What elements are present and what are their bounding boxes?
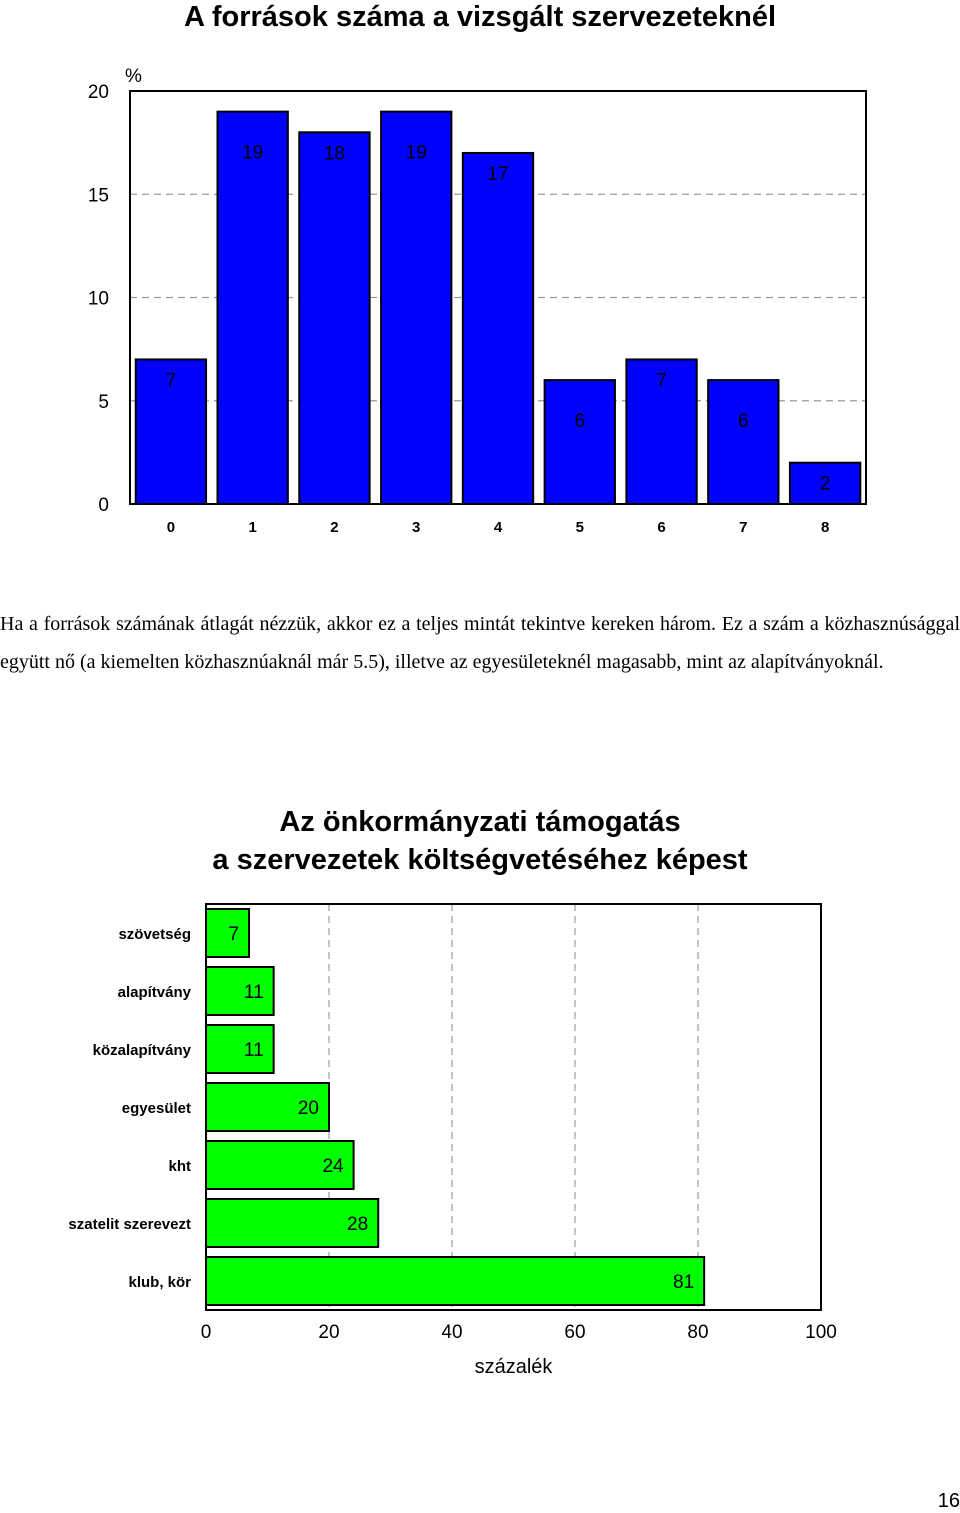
chart2-bar xyxy=(205,1256,706,1306)
chart2-x-tick-labels: 0 20 40 60 80 100 xyxy=(201,1322,837,1343)
chart1-x-tick: 3 xyxy=(412,519,420,536)
chart1-x-tick: 5 xyxy=(576,519,584,536)
body-paragraph: Ha a források számának átlagát nézzük, a… xyxy=(0,613,960,673)
chart1-plot-frame xyxy=(129,90,867,505)
chart2-title: Az önkormányzati támogatás a szervezetek… xyxy=(0,803,960,879)
chart1-x-tick: 7 xyxy=(739,519,747,536)
chart1-x-tick: 0 xyxy=(167,519,175,536)
chart2-data-label: 20 xyxy=(298,1098,319,1119)
chart1-bars xyxy=(134,110,862,506)
chart1-data-label: 17 xyxy=(487,164,508,185)
chart1-data-label: 19 xyxy=(406,143,427,164)
chart1-data-label: 18 xyxy=(324,143,345,164)
chart1-y-tick: 15 xyxy=(88,185,109,206)
chart1-y-tick: 5 xyxy=(98,392,109,413)
chart2-category-label: klub, kör xyxy=(128,1274,191,1291)
chart2-bars xyxy=(205,908,706,1306)
chart2-x-tick: 100 xyxy=(805,1322,837,1343)
chart1-x-tick: 8 xyxy=(821,519,829,536)
chart1-bar xyxy=(216,110,289,506)
chart1-x-tick: 4 xyxy=(494,519,503,536)
chart1-title: A források száma a vizsgált szervezetekn… xyxy=(183,1,777,33)
chart2-data-label: 11 xyxy=(244,1040,264,1061)
chart1-bar xyxy=(788,461,862,506)
chart2-bar xyxy=(205,1140,355,1190)
chart2-title-line2: a szervezetek költségvetéséhez képest xyxy=(212,844,748,876)
chart2-data-label: 81 xyxy=(673,1272,694,1293)
chart1-bar xyxy=(134,358,208,506)
chart1-data-label: 6 xyxy=(574,411,585,432)
chart1-x-tick-labels: 0 1 2 3 4 5 6 7 8 xyxy=(167,519,830,536)
chart1-bar xyxy=(461,151,535,505)
chart2-data-label: 11 xyxy=(244,982,264,1003)
chart1-y-axis-label: % xyxy=(125,66,142,87)
chart2-category-label: kht xyxy=(169,1158,192,1175)
chart1-data-labels: 7 19 18 19 17 6 7 6 2 xyxy=(166,143,831,495)
chart1-plot: 7 19 18 19 17 6 7 6 2 0 5 10 15 20 0 1 2 3 4 5 6 7 8 % xyxy=(88,66,867,536)
chart2-bar xyxy=(205,1198,380,1248)
chart2-bar xyxy=(205,966,275,1016)
chart2-x-tick: 60 xyxy=(564,1322,585,1343)
chart2-data-label: 28 xyxy=(347,1214,368,1235)
page-number: 16 xyxy=(937,1490,960,1512)
chart2-title-line1: Az önkormányzati támogatás xyxy=(279,806,681,838)
chart1-data-label: 7 xyxy=(166,370,177,391)
chart2-x-tick: 40 xyxy=(441,1322,462,1343)
chart2-gridlines xyxy=(328,904,699,1310)
chart2-plot-frame xyxy=(205,903,822,1311)
chart1-data-label: 7 xyxy=(656,370,667,391)
chart1-y-tick: 0 xyxy=(98,495,109,516)
chart1-bar xyxy=(543,379,616,506)
chart1-x-tick: 2 xyxy=(330,519,338,536)
chart2-category-label: szövetség xyxy=(118,926,191,943)
chart2-category-label: egyesület xyxy=(122,1100,191,1117)
chart1-data-label: 2 xyxy=(820,474,831,495)
chart2-category-label: alapítvány xyxy=(118,984,192,1001)
chart2-category-label: közalapítvány xyxy=(93,1042,192,1059)
chart1-y-tick-labels: 0 5 10 15 20 xyxy=(88,82,109,516)
chart1-x-tick: 1 xyxy=(248,519,256,536)
chart2-data-labels: 7 11 11 20 24 28 81 xyxy=(228,924,694,1293)
chart2-x-tick: 80 xyxy=(687,1322,708,1343)
chart2-category-labels: szövetség alapítvány közalapítvány egyesüle… xyxy=(68,926,191,1291)
chart1-x-tick: 6 xyxy=(657,519,665,536)
chart2-x-axis-label: százalék xyxy=(475,1356,554,1378)
chart2-category-label: szatelit szerevezt xyxy=(68,1216,191,1233)
chart1-data-label: 6 xyxy=(738,411,749,432)
chart1-bar xyxy=(707,379,780,506)
chart2-x-tick: 20 xyxy=(318,1322,339,1343)
chart1-y-tick: 10 xyxy=(88,289,109,310)
chart2-bar xyxy=(205,1024,275,1074)
chart2-data-label: 24 xyxy=(322,1156,344,1177)
chart1-bar xyxy=(625,358,698,506)
chart1-y-tick: 20 xyxy=(88,82,109,103)
chart2-plot: 7 11 11 20 24 28 81 szövetség alapítvány közalap… xyxy=(68,903,837,1378)
chart2-data-label: 7 xyxy=(228,924,239,945)
chart1-bar xyxy=(298,131,371,506)
chart1-data-label: 19 xyxy=(242,143,263,164)
chart1-bar xyxy=(380,110,453,506)
chart2-x-tick: 0 xyxy=(201,1322,212,1343)
